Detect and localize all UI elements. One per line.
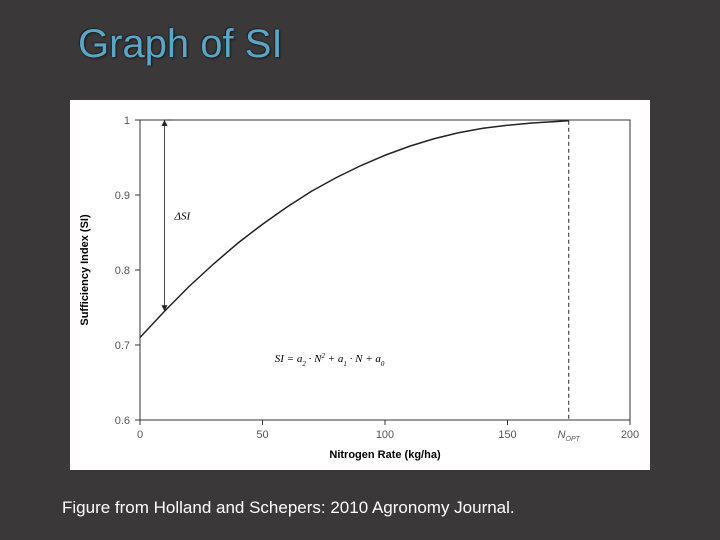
svg-text:0.9: 0.9 bbox=[115, 190, 130, 202]
svg-text:1: 1 bbox=[124, 115, 130, 127]
slide-title: Graph of SI bbox=[78, 22, 283, 67]
svg-text:0.6: 0.6 bbox=[115, 415, 130, 427]
chart-container: 0 50 100 150 200 0.6 0.7 0.8 0.9 1 Nitrogen Rate (… bbox=[70, 100, 650, 470]
svg-text:NOPT: NOPT bbox=[558, 429, 581, 443]
svg-text:ΔSI: ΔSI bbox=[174, 211, 192, 223]
svg-text:0.8: 0.8 bbox=[115, 265, 130, 277]
svg-text:0: 0 bbox=[137, 429, 143, 441]
svg-text:Sufficiency Index (SI): Sufficiency Index (SI) bbox=[79, 214, 91, 326]
svg-text:100: 100 bbox=[376, 429, 394, 441]
figure-caption: Figure from Holland and Schepers: 2010 A… bbox=[62, 498, 515, 518]
chart-svg: 0 50 100 150 200 0.6 0.7 0.8 0.9 1 Nitrogen Rate (… bbox=[70, 100, 650, 470]
svg-text:200: 200 bbox=[621, 429, 639, 441]
svg-text:0.7: 0.7 bbox=[115, 340, 130, 352]
svg-text:50: 50 bbox=[256, 429, 268, 441]
svg-text:Nitrogen Rate (kg/ha): Nitrogen Rate (kg/ha) bbox=[329, 449, 441, 461]
svg-text:150: 150 bbox=[498, 429, 516, 441]
